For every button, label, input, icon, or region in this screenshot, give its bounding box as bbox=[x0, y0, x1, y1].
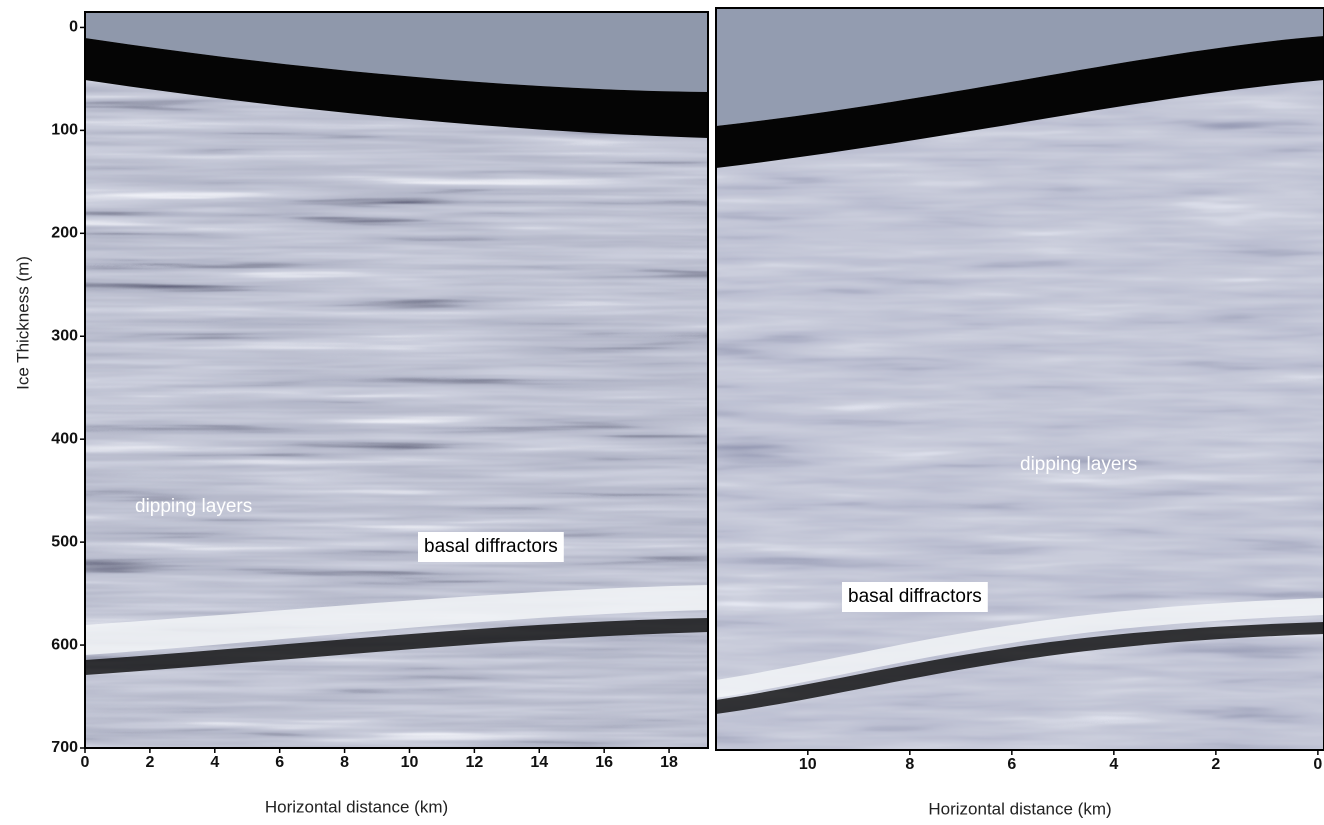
y-tick-label: 0 bbox=[69, 19, 78, 36]
x-tick-label: 6 bbox=[1007, 756, 1016, 773]
panel-frame bbox=[715, 7, 1324, 751]
bed-reflection bbox=[716, 598, 1324, 698]
y-tick-label: 200 bbox=[51, 225, 78, 242]
bed-reflection bbox=[85, 585, 708, 655]
y-tick-label: 300 bbox=[51, 327, 78, 344]
y-tick-label: 700 bbox=[51, 739, 78, 756]
y-tick-label: 600 bbox=[51, 636, 78, 653]
y-axis-label: Ice Thickness (m) bbox=[13, 256, 32, 390]
x-tick-label: 10 bbox=[799, 756, 817, 773]
x-tick-label: 8 bbox=[340, 754, 349, 771]
x-axis-label: Horizontal distance (km) bbox=[928, 799, 1111, 818]
x-tick-label: 2 bbox=[1211, 756, 1220, 773]
annotation: basal diffractors bbox=[424, 536, 558, 557]
air-region bbox=[716, 8, 1324, 126]
surface-band bbox=[85, 38, 708, 138]
annotation: basal diffractors bbox=[848, 586, 982, 607]
y-tick-label: 500 bbox=[51, 533, 78, 550]
x-tick-label: 4 bbox=[210, 754, 219, 771]
x-tick-label: 10 bbox=[401, 754, 419, 771]
x-tick-label: 0 bbox=[81, 754, 90, 771]
y-tick-label: 100 bbox=[51, 122, 78, 139]
bed-reflection bbox=[85, 618, 708, 675]
x-axis-label: Horizontal distance (km) bbox=[265, 797, 448, 816]
x-tick-label: 18 bbox=[660, 754, 678, 771]
x-tick-label: 2 bbox=[145, 754, 154, 771]
air-region bbox=[85, 12, 708, 92]
x-tick-label: 12 bbox=[465, 754, 483, 771]
annotation: dipping layers bbox=[1020, 454, 1137, 475]
radargram-left bbox=[84, 11, 709, 749]
annotation-box bbox=[418, 532, 564, 562]
y-tick-label: 400 bbox=[51, 430, 78, 447]
x-tick-label: 16 bbox=[595, 754, 613, 771]
annotation-box bbox=[842, 582, 988, 612]
x-tick-label: 14 bbox=[530, 754, 548, 771]
annotation: dipping layers bbox=[135, 496, 252, 517]
x-tick-label: 8 bbox=[905, 756, 914, 773]
surface-band bbox=[716, 36, 1324, 168]
x-tick-label: 4 bbox=[1109, 756, 1118, 773]
panel-frame bbox=[84, 11, 709, 749]
x-tick-label: 0 bbox=[1313, 756, 1322, 773]
radargram-right bbox=[715, 7, 1324, 751]
x-tick-label: 6 bbox=[275, 754, 284, 771]
bed-reflection bbox=[716, 622, 1324, 714]
